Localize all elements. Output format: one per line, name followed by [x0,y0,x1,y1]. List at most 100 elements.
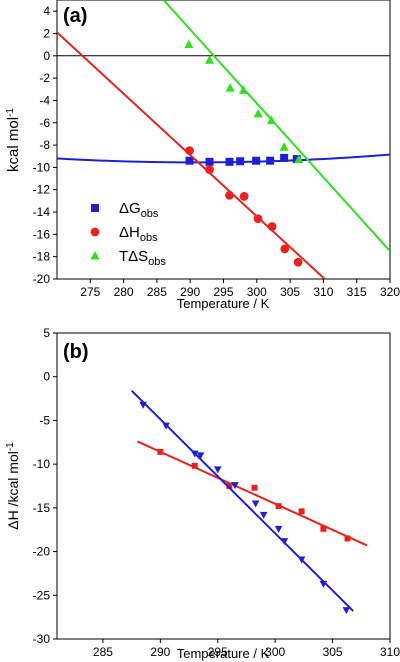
panel-a-label: (a) [63,5,87,27]
legend-marker-1 [90,227,100,237]
data-point-series-0 [225,157,234,166]
x-axis-title-b: Temperature / K [177,646,270,661]
x-tick-label: 310 [313,285,333,299]
y-tick-label: -18 [33,250,51,264]
panel-a: (a) 275 280 285 290 295 300 305 310 315 320 4 2 0 -2 -… [5,0,400,311]
x-tick-label: 300 [247,285,267,299]
x-tick-label: 315 [347,285,367,299]
y-tick-label: -5 [39,413,50,427]
data-point-series-1 [267,222,277,231]
y-tick-label: -20 [33,272,51,286]
data-point-series-1 [274,525,283,533]
legend: ΔGobs ΔHobs TΔSobs [90,200,166,268]
plot-a-content: 275 280 285 290 295 300 305 310 315 320 4 2 0 -2 -4 -6 -… [33,0,400,299]
data-point-series-0 [251,484,258,491]
data-point-series-1 [231,482,239,490]
fit-line-series-0 [136,440,368,547]
plot-area [130,389,368,615]
data-point-series-0 [252,156,261,165]
data-point-series-1 [297,556,306,564]
fit-line-series-1 [57,31,326,279]
plot-b-frame [56,332,391,640]
data-point-series-1 [319,580,328,588]
data-point-series-0 [157,448,164,455]
data-point-series-1 [251,500,260,508]
panel-b-label: (b) [63,341,89,363]
data-point-series-1 [196,452,205,460]
y-axis-title-a: kcal mol-1 [5,108,23,172]
data-point-series-1 [293,257,303,267]
data-point-series-0 [191,462,198,469]
y-tick-label: -16 [33,227,51,241]
data-point-series-0 [266,156,275,165]
data-point-series-1 [280,244,290,254]
data-point-series-2 [238,85,249,94]
data-point-series-1 [213,466,222,474]
data-point-series-0 [226,483,233,489]
legend-label-2: TΔSobs [119,248,166,268]
y-tick-label: -20 [33,545,51,559]
y-tick-label: -12 [33,183,51,197]
data-point-series-0 [298,508,305,515]
x-tick-label: 290 [180,285,200,299]
y-axis-title-a-sup: -1 [5,108,16,117]
data-point-series-1 [205,165,214,175]
y-tick-label: -25 [33,588,51,602]
panel-b: (b) 285 290 295 300 305 310 5 0 -5 -10 -15 -20 -25 -3… [5,326,400,661]
y-tick-label: -6 [39,116,50,130]
y-tick-label: -14 [33,205,51,219]
plot-b-content: 285 290 295 300 305 310 5 0 -5 -10 -15 -20 -25 -30 [33,326,400,659]
data-point-series-1 [342,607,351,615]
y-tick-label: -4 [39,93,50,107]
legend-label-0: ΔGobs [119,200,159,220]
x-tick-label: 290 [150,645,170,659]
data-point-series-0 [320,525,327,532]
y-axis-title-b: ΔH /kcal mol-1 [5,442,22,530]
data-point-series-1 [280,538,289,546]
y-tick-label: -15 [33,501,51,515]
data-point-series-1 [139,401,147,409]
plot-a-frame [56,0,391,280]
data-point-series-0 [236,157,245,166]
y-tick-label: 4 [43,4,50,18]
x-tick-label: 310 [380,645,400,659]
legend-marker-2 [90,251,100,260]
plot-area [57,0,390,279]
data-point-series-2 [266,115,277,125]
data-point-series-2 [253,108,263,118]
y-axis-title-b-main: ΔH /kcal mol [5,451,21,530]
data-point-series-2 [204,55,215,64]
x-axis-title-a: Temperature / K [177,296,270,311]
x-tick-label: 305 [280,285,300,299]
data-point-series-1 [190,450,199,458]
data-point-series-0 [280,153,289,162]
y-axis-title-a-main: kcal mol [5,117,22,172]
data-point-series-0 [205,157,214,166]
fit-line-series-2 [162,0,390,252]
x-tick-label: 300 [265,645,285,659]
fit-line-series-1 [130,389,354,612]
y-tick-label: 2 [43,26,50,40]
x-tick-label: 295 [213,285,233,299]
x-tick-label: 320 [380,285,400,299]
y-tick-label: 0 [43,49,50,63]
y-tick-label: 5 [43,326,50,340]
data-point-series-1 [162,422,170,430]
y-axis-title-b-sup: -1 [5,442,16,451]
data-point-series-0 [344,535,351,542]
x-tick-label: 280 [114,285,134,299]
y-tick-label: -10 [33,457,51,471]
data-point-series-1 [239,192,249,201]
x-tick-label: 275 [80,285,100,299]
x-tick-label: 305 [323,645,343,659]
data-point-series-0 [275,503,282,510]
legend-marker-0 [91,204,99,212]
data-point-series-1 [259,511,268,519]
y-tick-label: -30 [33,632,51,646]
y-tick-label: 0 [43,370,50,384]
data-point-series-2 [184,39,194,49]
y-tick-label: -2 [39,71,50,85]
data-point-series-2 [225,83,235,92]
y-tick-label: -8 [39,138,50,152]
